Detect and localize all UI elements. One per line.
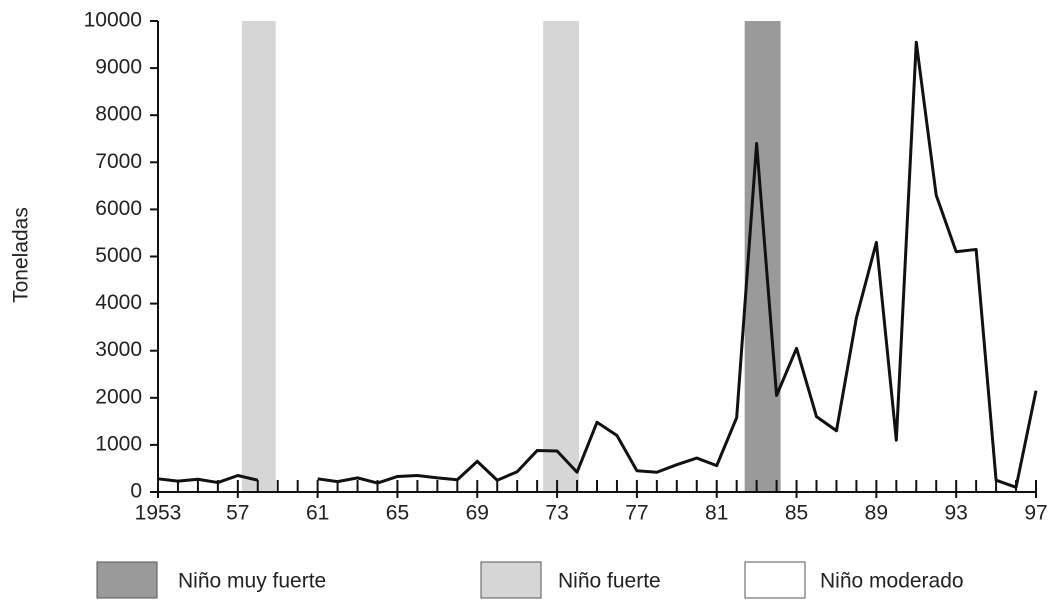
y-tick-label: 9000	[95, 56, 142, 79]
x-tick-label: 81	[705, 502, 728, 525]
y-tick-label: 1000	[95, 432, 142, 455]
x-tick-label: 89	[865, 502, 888, 525]
y-tick-label: 4000	[95, 291, 142, 314]
event-band	[744, 21, 781, 492]
y-tick-label: 5000	[95, 244, 142, 267]
y-axis-label: Toneladas	[10, 207, 33, 303]
data-line	[157, 40, 1038, 489]
y-tick-label: 2000	[95, 385, 142, 408]
legend-label: Niño fuerte	[558, 570, 661, 593]
y-tick-label: 3000	[95, 338, 142, 361]
legend-swatch	[744, 561, 806, 599]
y-tick-label: 8000	[95, 103, 142, 126]
x-tick-label: 73	[545, 502, 568, 525]
event-band	[241, 21, 276, 492]
y-tick-label: 0	[130, 480, 142, 503]
x-tick-label: 57	[226, 502, 249, 525]
legend-label: Niño muy fuerte	[178, 570, 326, 593]
y-tick-label: 7000	[95, 150, 142, 173]
y-tick-label: 6000	[95, 197, 142, 220]
x-tick-label: 97	[1024, 502, 1047, 525]
legend-swatch	[480, 561, 542, 599]
x-tick-label: 69	[466, 502, 489, 525]
x-tick-label: 1953	[135, 502, 182, 525]
x-tick-label: 85	[785, 502, 808, 525]
event-band	[543, 21, 580, 492]
y-tick-label: 10000	[84, 9, 142, 32]
x-tick-label: 61	[306, 502, 329, 525]
x-tick-label: 93	[945, 502, 968, 525]
legend-swatch	[96, 561, 158, 599]
legend-label: Niño moderado	[820, 570, 964, 593]
x-tick-label: 65	[386, 502, 409, 525]
x-tick-label: 77	[625, 502, 648, 525]
